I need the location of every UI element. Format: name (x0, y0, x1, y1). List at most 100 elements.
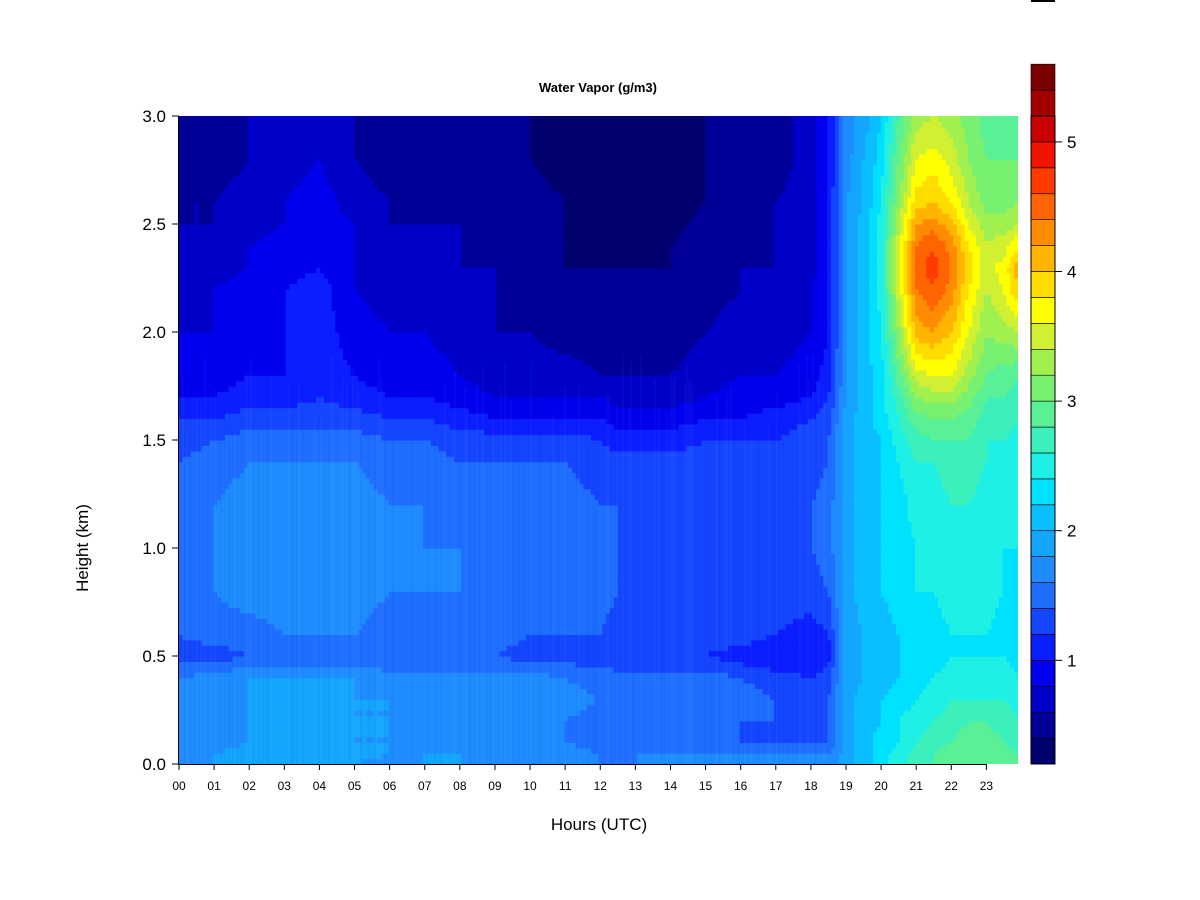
heatmap-cell (968, 359, 981, 365)
heatmap-cell (289, 191, 336, 198)
heatmap-cell (179, 256, 249, 263)
heatmap-cell (953, 218, 962, 225)
heatmap-cell (179, 180, 230, 187)
heatmap-cell (838, 321, 844, 328)
heatmap-cell (953, 180, 966, 187)
heatmap-cell (179, 656, 233, 662)
heatmap-cell (842, 321, 847, 328)
heatmap-cell (670, 256, 775, 263)
heatmap-cell (911, 418, 977, 425)
heatmap-cell (815, 380, 832, 387)
heatmap-cell (907, 440, 989, 446)
heatmap-cell (842, 477, 855, 484)
heatmap-cell (827, 153, 836, 160)
heatmap-cell (179, 742, 241, 749)
heatmap-cell (179, 488, 226, 495)
heatmap-cell (892, 283, 897, 290)
heatmap-cell (884, 126, 893, 133)
heatmap-cell (834, 704, 844, 711)
heatmap-cell (354, 693, 596, 700)
heatmap-cell (991, 294, 1008, 301)
heatmap-cell (899, 137, 909, 144)
heatmap-cell (911, 245, 916, 252)
heatmap-cell (670, 245, 775, 252)
heatmap-cell (240, 742, 390, 749)
heatmap-cell (884, 132, 893, 139)
heatmap-cell (880, 207, 886, 214)
colorbar-swatch (1030, 452, 1056, 480)
heatmap-cell (899, 315, 905, 322)
heatmap-cell (884, 375, 893, 382)
heatmap-cell (972, 429, 1011, 436)
heatmap-cell (842, 661, 863, 668)
heatmap-cell (812, 521, 832, 527)
x-tick-label: 20 (874, 779, 888, 793)
heatmap-cell (915, 186, 943, 193)
heatmap-cell (842, 283, 847, 290)
heatmap-cell (194, 218, 199, 225)
heatmap-cell (838, 229, 844, 236)
heatmap-cell (869, 218, 878, 225)
heatmap-cell (884, 191, 893, 198)
heatmap-cell (179, 261, 249, 268)
heatmap-cell (876, 224, 886, 230)
heatmap-cell (842, 375, 847, 382)
heatmap-cell (827, 693, 836, 700)
heatmap-cell (846, 234, 859, 241)
heatmap-cell (613, 423, 680, 430)
heatmap-cell (179, 461, 249, 468)
heatmap-cell (179, 726, 249, 733)
heatmap-cell (842, 715, 855, 722)
heatmap-cell (1010, 272, 1015, 279)
heatmap-cell (892, 229, 897, 236)
heatmap-cell (956, 731, 1000, 738)
heatmap-cell (857, 299, 870, 306)
heatmap-cell (564, 218, 691, 225)
heatmap-cell (495, 272, 741, 279)
heatmap-cell (869, 121, 882, 128)
heatmap-cell (892, 202, 901, 209)
heatmap-cell (712, 321, 813, 328)
heatmap-cell (1006, 391, 1018, 398)
heatmap-cell (907, 337, 912, 344)
heatmap-cell (827, 256, 832, 263)
heatmap-cell (285, 353, 344, 360)
heatmap-cell (983, 207, 1008, 214)
heatmap-cell (785, 186, 817, 193)
heatmap-cell (834, 386, 840, 392)
heatmap-cell (888, 418, 901, 425)
heatmap-cell (979, 477, 1018, 484)
heatmap-cell (892, 310, 897, 317)
heatmap-cell (895, 629, 950, 635)
heatmap-cell (956, 261, 966, 268)
heatmap-cell (285, 310, 336, 317)
heatmap-cell (583, 359, 683, 365)
heatmap-cell (888, 348, 893, 355)
colorbar-swatch (1030, 245, 1056, 272)
heatmap-cell (831, 423, 836, 430)
heatmap-cell (876, 245, 886, 252)
heatmap-cell (285, 202, 340, 209)
heatmap-cell (884, 202, 889, 209)
heatmap-cell (880, 526, 912, 533)
heatmap-cell (888, 148, 897, 155)
heatmap-cell (815, 272, 828, 279)
heatmap-cell (796, 348, 825, 355)
heatmap-cell (842, 126, 855, 133)
heatmap-cell (880, 510, 909, 517)
heatmap-cell (960, 202, 970, 209)
heatmap-cell (907, 369, 912, 376)
heatmap-cell (526, 634, 767, 641)
heatmap-cell (247, 720, 390, 727)
heatmap-cell (880, 564, 916, 571)
heatmap-cell (964, 369, 977, 376)
heatmap-cell (247, 159, 317, 166)
heatmap-cell (377, 186, 554, 193)
heatmap-cell (278, 224, 356, 230)
heatmap-cell (468, 407, 764, 414)
heatmap-cell (976, 391, 1008, 398)
heatmap-cell (179, 477, 233, 484)
heatmap-cell (888, 278, 893, 284)
heatmap-cell (335, 310, 375, 317)
y-tick-label: 0.5 (142, 647, 166, 666)
